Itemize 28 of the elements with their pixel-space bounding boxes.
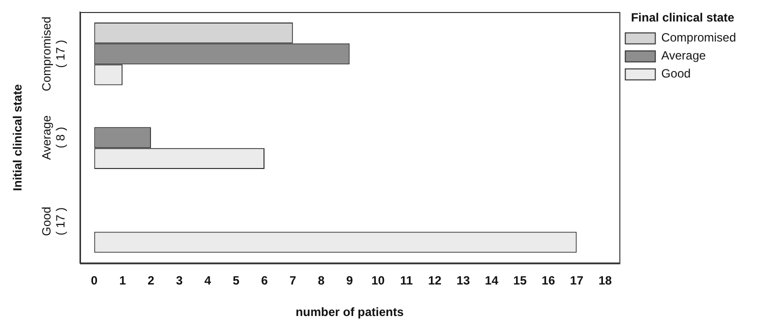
- x-tick-label: 4: [204, 274, 212, 288]
- y-tick-label: Average ( 8 ): [39, 115, 68, 160]
- legend-label: Average: [661, 48, 706, 63]
- x-tick-label: 10: [371, 274, 386, 288]
- x-tick-label: 15: [513, 274, 527, 288]
- x-tick-label: 0: [90, 274, 98, 288]
- x-tick-label: 1: [119, 274, 126, 288]
- x-tick-label: 7: [290, 274, 297, 288]
- y-tick-label: Compromised ( 17 ): [39, 16, 68, 92]
- x-tick-label: 11: [400, 274, 414, 288]
- x-tick-label: 6: [261, 274, 268, 288]
- legend-label: Compromised: [661, 30, 736, 45]
- x-tick-label: 3: [176, 274, 184, 288]
- x-tick-label: 8: [318, 274, 325, 288]
- y-axis-title: Initial clinical state: [10, 84, 24, 191]
- y-tick-label: Good ( 17 ): [39, 206, 68, 236]
- x-tick-label: 17: [570, 274, 584, 288]
- legend-label: Good: [661, 66, 691, 81]
- x-tick-label: 13: [456, 274, 470, 288]
- x-axis-title: number of patients: [296, 305, 404, 320]
- x-tick-label: 2: [148, 274, 155, 288]
- x-tick-label: 14: [484, 274, 499, 288]
- x-tick-label: 18: [598, 274, 612, 288]
- x-tick-label: 16: [542, 274, 556, 288]
- x-tick-label: 9: [346, 274, 354, 288]
- x-tick-label: 12: [428, 274, 442, 288]
- x-tick-label: 5: [232, 274, 240, 288]
- legend-title: Final clinical state: [630, 10, 735, 24]
